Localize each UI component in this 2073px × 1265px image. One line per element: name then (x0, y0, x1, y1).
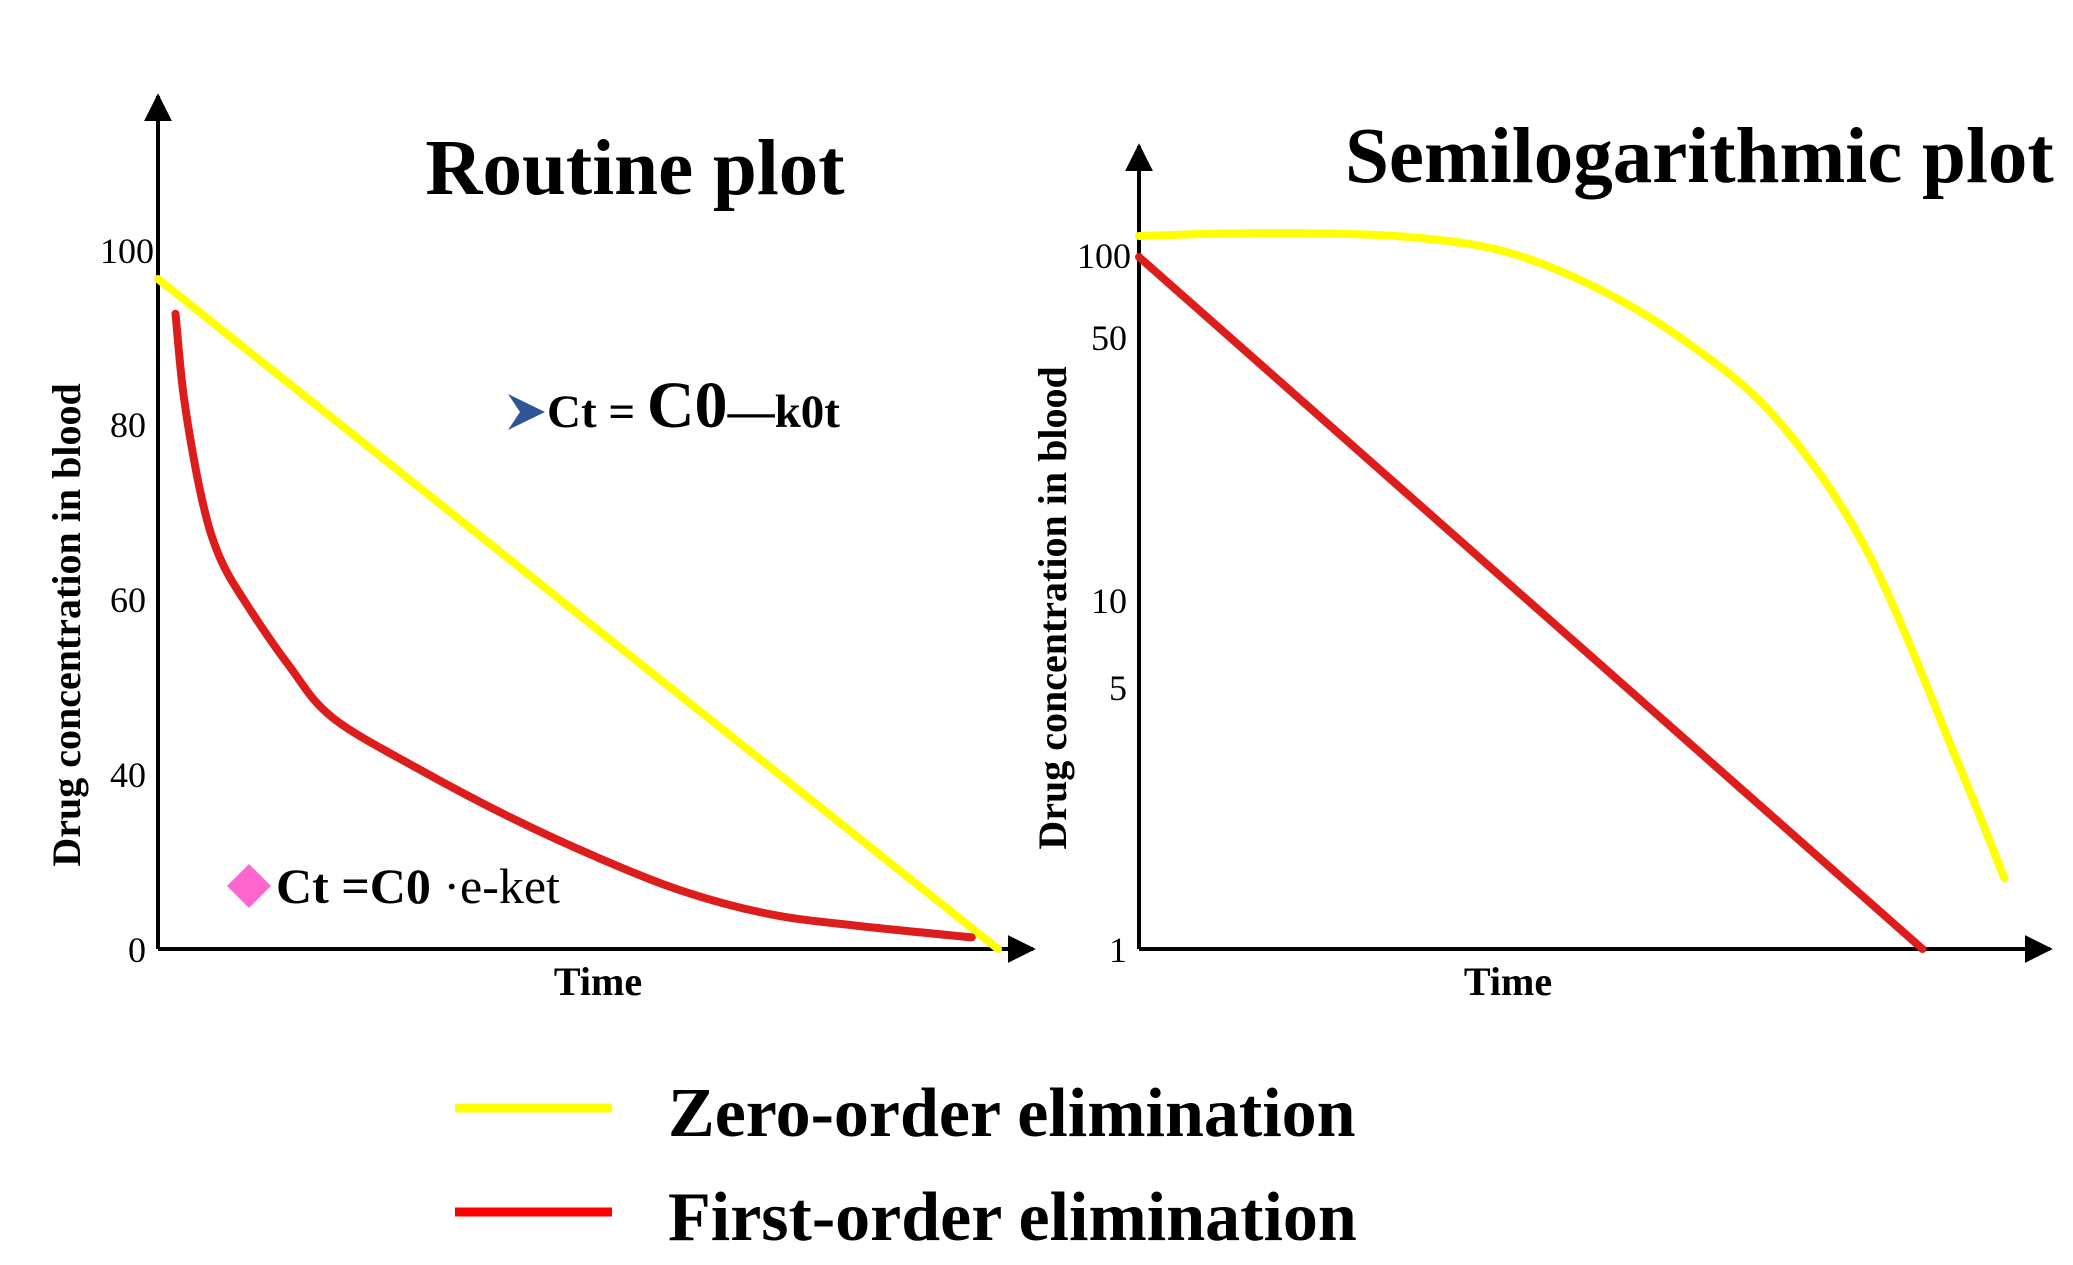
semilog-plot: Semilogarithmic plot 1 5 10 50 100 Time … (1030, 113, 2054, 1004)
routine-first-order-line (171, 309, 976, 942)
zero-order-equation-text: Ct = C0—k0t (547, 369, 840, 442)
routine-y-tick-0: 0 (128, 930, 146, 970)
routine-y-ticks: 0 40 60 80 100 (100, 231, 154, 970)
diamond-bullet-icon (227, 864, 271, 908)
semilog-plot-title: Semilogarithmic plot (1345, 113, 2054, 200)
semilog-first-order-line (1135, 253, 1927, 953)
routine-plot-title: Routine plot (425, 125, 844, 212)
legend-label-zero-order: Zero-order elimination (668, 1075, 1356, 1152)
routine-x-axis-label: Time (554, 959, 642, 1004)
semilog-y-tick-5: 5 (1109, 668, 1127, 708)
routine-y-tick-100: 100 (100, 231, 154, 271)
semilog-y-tick-100: 100 (1077, 236, 1131, 276)
arrow-bullet-icon (508, 394, 545, 430)
zero-order-equation: Ct = C0—k0t (508, 369, 840, 442)
routine-plot: Routine plot 0 40 60 80 100 Time Drug co… (44, 93, 1036, 1004)
routine-y-tick-60: 60 (110, 580, 146, 620)
semilog-y-tick-1: 1 (1109, 930, 1127, 970)
semilog-x-axis-label: Time (1464, 959, 1552, 1004)
semilog-y-ticks: 1 5 10 50 100 (1077, 236, 1131, 970)
legend-label-first-order: First-order elimination (668, 1179, 1357, 1256)
semilog-y-axis-label: Drug concentration in blood (1030, 366, 1075, 849)
routine-y-axis-label: Drug concentration in blood (44, 383, 89, 866)
semilog-y-tick-10: 10 (1091, 581, 1127, 621)
legend: Zero-order elimination First-order elimi… (455, 1075, 1357, 1256)
semilog-y-tick-50: 50 (1091, 318, 1127, 358)
routine-zero-order-line (154, 275, 1002, 953)
routine-y-tick-40: 40 (110, 755, 146, 795)
first-order-equation: Ct =C0 ·e-ket (227, 858, 560, 914)
routine-y-tick-80: 80 (110, 405, 146, 445)
first-order-equation-text: Ct =C0 ·e-ket (276, 858, 560, 914)
semilog-zero-order-line (1135, 229, 2009, 883)
